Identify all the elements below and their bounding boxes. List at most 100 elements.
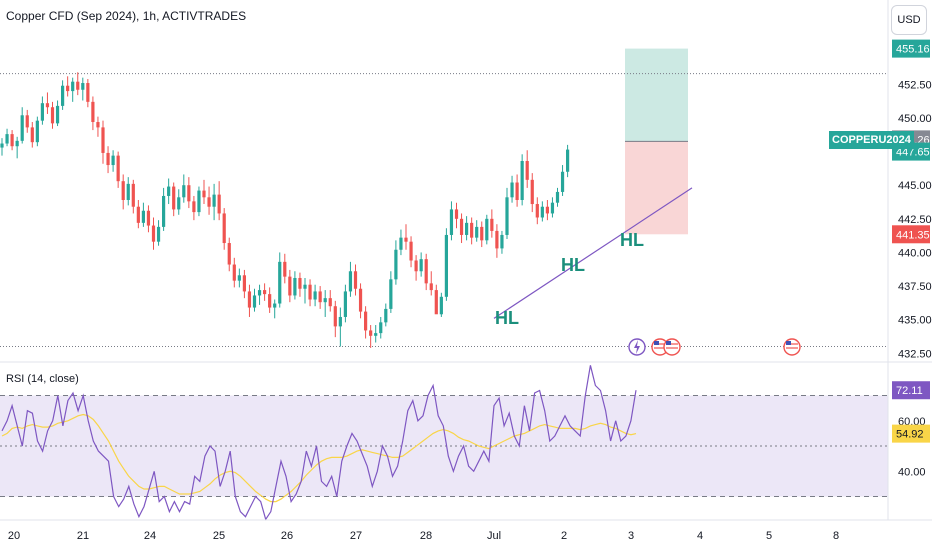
time-tick-label: 26 [281,530,293,542]
currency-selector[interactable]: USD [891,5,927,35]
chart-title: Copper CFD (Sep 2024), 1h, ACTIVTRADES [6,9,247,23]
candle-body [66,85,70,92]
candle-body [303,284,307,289]
candle-body [545,206,549,214]
candle-body [10,134,14,147]
price-grid [0,73,888,348]
event-icons [628,338,801,356]
candle-body [454,209,459,219]
position-zones [625,48,688,235]
candlestick-series [0,72,570,348]
candle-body [394,249,398,280]
candle-body [156,226,161,242]
rsi-tick-label: 40.00 [898,466,926,478]
candle-body [555,191,560,203]
lightning-event-icon-glyph [634,340,640,354]
candle-body [510,182,514,198]
candle-body [247,291,252,308]
target-zone [625,48,688,142]
candle-body [187,185,191,202]
candle-body [116,155,120,182]
candle-body [268,294,272,308]
support-trendline [493,187,693,319]
candle-body [182,185,186,198]
ma-value-label [892,424,930,443]
candle-body [45,103,50,108]
candle-body [141,210,145,223]
time-tick-label: 25 [213,530,225,542]
candle-body [550,202,555,214]
candle-body [96,122,100,128]
candle-body [520,161,524,200]
time-tick-label: Jul [487,530,501,542]
time-tick-label: 20 [8,530,20,542]
candle-body [101,127,105,153]
candle-body [131,183,135,207]
time-tick-label: 24 [144,530,156,542]
candle-body [333,306,337,327]
symbol-tag[interactable]: COPPERU2024 [829,131,914,149]
candle-body [50,107,55,124]
candle-body [278,261,282,304]
candle-body [429,283,433,291]
candle-body [222,213,226,244]
candle-body [0,143,4,148]
rsi-line [1,365,637,521]
candle-body [263,290,267,295]
time-tick-label: 21 [77,530,89,542]
rsi-indicator-label[interactable]: RSI (14, close) [6,373,79,385]
candle-body [560,171,565,192]
candle-body [495,230,499,249]
stop-price-label [892,225,930,244]
candle-body [106,152,110,166]
target-price-label-text: 455.16 [896,44,930,56]
candle-body [30,127,34,143]
candle-body [167,186,171,196]
candle-body [434,290,438,315]
time-tick-label: 3 [628,530,634,542]
candle-body [505,197,509,235]
candle-body [338,316,342,327]
candle-body [283,261,287,277]
candle-body [449,209,454,235]
candle-body [55,105,60,124]
rsi-value-label [892,381,930,400]
us-flag-event-icon [663,338,681,356]
time-tick-label: 4 [697,530,703,542]
candle-body [490,218,494,231]
candle-body [237,275,241,281]
candle-body [318,291,322,303]
candle-body [353,271,358,289]
candle-body [192,201,196,213]
candle-body [146,210,151,226]
candle-body [540,206,544,218]
candle-body [91,101,95,123]
candle-body [257,290,262,296]
candle-body [151,225,156,242]
time-tick-label: 8 [833,530,839,542]
time-tick-label: 5 [766,530,772,542]
price-tick-label: 445.00 [898,180,932,192]
candle-body [465,222,469,235]
candle-body [384,308,388,323]
drawings: HL HL HL [493,187,693,328]
candle-body [419,259,423,272]
candle-body [369,330,373,336]
candle-body [212,194,216,207]
time-tick-label: 27 [350,530,362,542]
last-price-label-text: 447.65 [896,147,930,159]
candle-body [288,276,292,296]
rsi-pane [0,365,888,521]
candle-body [374,333,378,336]
candle-body [81,83,85,90]
candle-body [136,206,140,223]
candle-body [217,194,221,214]
stop-price-label-text: 441.35 [896,229,930,241]
candle-body [35,120,39,143]
candle-body [530,179,534,205]
candle-body [15,140,19,147]
candle-body [444,234,448,297]
stop-zone [625,141,688,235]
